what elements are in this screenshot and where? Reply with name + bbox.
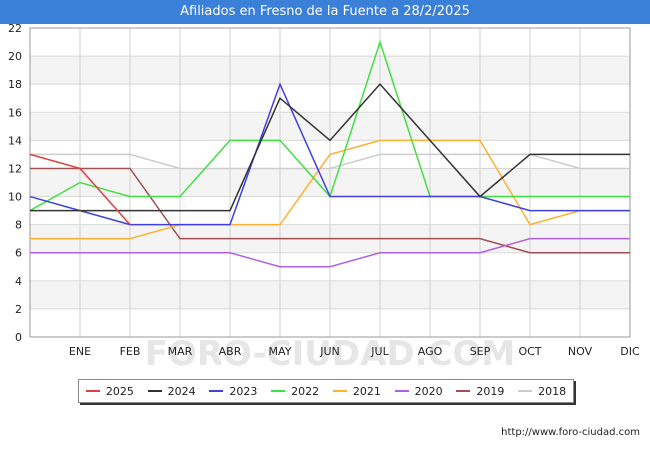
- y-tick-label: 0: [15, 331, 22, 344]
- legend-swatch: [85, 390, 100, 392]
- y-tick-label: 6: [15, 247, 22, 260]
- x-tick-label: NOV: [568, 345, 593, 358]
- x-tick-label: ENE: [69, 345, 91, 358]
- y-tick-label: 2: [15, 303, 22, 316]
- legend-item-2020: 2020: [394, 384, 443, 398]
- legend-swatch: [209, 390, 224, 392]
- x-tick-label: JUL: [370, 345, 389, 358]
- x-tick-label: AGO: [418, 345, 443, 358]
- series-line-2024: [30, 83, 630, 212]
- legend-swatch: [332, 390, 347, 392]
- watermark: FORO-CIUDAD.COM: [145, 334, 516, 374]
- x-tick-label: JUN: [319, 345, 340, 358]
- series-line-2019: [30, 167, 630, 254]
- y-tick-label: 4: [15, 275, 22, 288]
- plot-border: [29, 27, 631, 338]
- footer-url: http://www.foro-ciudad.com: [501, 427, 640, 438]
- chart-legend: 2025 2024 2023 2022 2021 2020 2019 2018: [78, 379, 574, 403]
- x-tick-label: DIC: [620, 345, 640, 358]
- x-tick-label: MAR: [168, 345, 193, 358]
- legend-label: 2019: [476, 384, 505, 398]
- legend-label: 2021: [352, 384, 381, 398]
- legend-label: 2020: [414, 384, 443, 398]
- legend-label: 2018: [538, 384, 567, 398]
- legend-label: 2025: [105, 384, 134, 398]
- series-line-2021: [30, 139, 630, 240]
- y-tick-label: 14: [8, 134, 22, 147]
- legend-swatch: [394, 390, 409, 392]
- legend-item-2021: 2021: [332, 384, 381, 398]
- series-line-2025: [29, 153, 131, 226]
- y-tick-label: 10: [8, 191, 22, 204]
- legend-item-2025: 2025: [85, 384, 134, 398]
- y-tick-label: 8: [15, 219, 22, 232]
- legend-label: 2022: [291, 384, 320, 398]
- legend-item-2024: 2024: [147, 384, 196, 398]
- y-tick-label: 22: [8, 22, 22, 35]
- x-tick-label: OCT: [518, 345, 541, 358]
- y-tick-label: 16: [8, 106, 22, 119]
- y-tick-label: 20: [8, 50, 22, 63]
- legend-item-2019: 2019: [456, 385, 504, 398]
- x-tick-label: FEB: [120, 345, 141, 358]
- legend-swatch: [147, 390, 162, 392]
- x-tick-label: MAY: [269, 345, 292, 358]
- x-tick-label: ABR: [219, 345, 242, 358]
- legend-label: 2024: [167, 384, 196, 398]
- legend-swatch: [271, 390, 286, 392]
- x-tick-label: SEP: [470, 345, 491, 358]
- chart-title: Afiliados en Fresno de la Fuente a 28/2/…: [0, 0, 650, 24]
- y-tick-label: 12: [8, 162, 22, 175]
- legend-swatch: [456, 390, 471, 392]
- legend-item-2022: 2022: [271, 385, 319, 398]
- legend-item-2023: 2023: [209, 385, 257, 398]
- legend-item-2018: 2018: [518, 385, 566, 398]
- legend-label: 2023: [229, 384, 258, 398]
- legend-swatch: [518, 390, 533, 392]
- y-tick-label: 18: [8, 78, 22, 91]
- series-line-2020: [30, 237, 630, 268]
